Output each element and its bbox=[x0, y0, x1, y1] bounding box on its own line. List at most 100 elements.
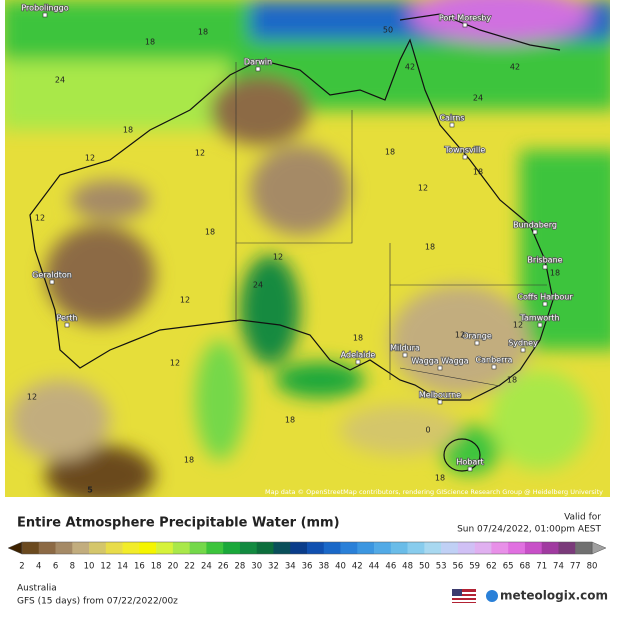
city-label: Mildura bbox=[390, 344, 420, 353]
colorbar-tick: 77 bbox=[570, 562, 581, 572]
colorbar-tick: 36 bbox=[302, 562, 313, 572]
colorbar-segment bbox=[89, 542, 107, 554]
colorbar-tick: 34 bbox=[285, 562, 296, 572]
colorbar-segment bbox=[508, 542, 526, 554]
colorbar-segment bbox=[105, 542, 123, 554]
region: Australia bbox=[17, 584, 57, 594]
contour-label: 18 bbox=[205, 228, 215, 237]
city-marker bbox=[64, 322, 70, 328]
colorbar-tick: 14 bbox=[117, 562, 128, 572]
attribution: Map data © OpenStreetMap contributors, r… bbox=[265, 488, 603, 496]
contour-label: 24 bbox=[473, 94, 483, 103]
colorbar-segment bbox=[172, 542, 190, 554]
contour-label: 42 bbox=[405, 63, 415, 72]
city-label: Darwin bbox=[244, 58, 272, 67]
city-marker bbox=[255, 66, 261, 72]
colorbar-segment bbox=[206, 542, 224, 554]
colorbar-segment bbox=[223, 542, 241, 554]
contour-label: 12 bbox=[273, 253, 283, 262]
colorbar-tick: 30 bbox=[251, 562, 262, 572]
colorbar-segment bbox=[55, 542, 73, 554]
colorbar-tick: 62 bbox=[486, 562, 497, 572]
city-marker bbox=[542, 264, 548, 270]
contour-label: 18 bbox=[184, 456, 194, 465]
city-label: Perth bbox=[57, 314, 78, 323]
contour-label: 18 bbox=[123, 126, 133, 135]
valid-time: Sun 07/24/2022, 01:00pm AEST bbox=[457, 525, 601, 535]
city-marker bbox=[462, 154, 468, 160]
contour-label: 12 bbox=[418, 184, 428, 193]
colorbar-tick: 2 bbox=[19, 562, 24, 572]
logo bbox=[486, 590, 498, 602]
colorbar-tick: 28 bbox=[235, 562, 246, 572]
colorbar-tick: 26 bbox=[218, 562, 229, 572]
city-label: Canberra bbox=[476, 356, 513, 365]
city-label: Probolinggo bbox=[21, 4, 68, 13]
colorbar-tick: 56 bbox=[452, 562, 463, 572]
valid-label: Valid for bbox=[564, 513, 601, 523]
contour-label: 5 bbox=[87, 486, 93, 495]
colorbar-tick: 74 bbox=[553, 562, 564, 572]
contour-label: 50 bbox=[383, 26, 393, 35]
colorbar-segment bbox=[441, 542, 459, 554]
contour-label: 12 bbox=[180, 296, 190, 305]
city-marker bbox=[532, 229, 538, 235]
colorbar-tick: 16 bbox=[134, 562, 145, 572]
colorbar-segment bbox=[390, 542, 408, 554]
colorbar-tick: 32 bbox=[268, 562, 279, 572]
colorbar-segment bbox=[38, 542, 56, 554]
colorbar-tick: 6 bbox=[53, 562, 58, 572]
city-label: Tamworth bbox=[519, 314, 559, 323]
colorbar-tick: 20 bbox=[167, 562, 178, 572]
colorbar-tick: 4 bbox=[36, 562, 41, 572]
flag bbox=[452, 589, 476, 603]
contour-label: 18 bbox=[385, 148, 395, 157]
contour-label: 18 bbox=[435, 474, 445, 483]
contour-label: 12 bbox=[513, 321, 523, 330]
city-label: Melbourne bbox=[419, 391, 461, 400]
colorbar-tick: 42 bbox=[352, 562, 363, 572]
map bbox=[5, 0, 610, 497]
contour-label: 12 bbox=[455, 331, 465, 340]
colorbar-segment bbox=[340, 542, 358, 554]
city-label: Bundaberg bbox=[513, 221, 557, 230]
colorbar-segment bbox=[558, 542, 576, 554]
city-label: Wagga Wagga bbox=[411, 357, 468, 366]
colorbar-tick: 12 bbox=[100, 562, 111, 572]
colorbar-segment bbox=[374, 542, 392, 554]
colorbar-segment bbox=[524, 542, 543, 554]
colorbar-segment bbox=[139, 542, 157, 554]
colorbar-tick: 24 bbox=[201, 562, 212, 572]
contour-label: 0 bbox=[425, 426, 430, 435]
colorbar-tick: 22 bbox=[184, 562, 195, 572]
contour-label: 12 bbox=[195, 149, 205, 158]
city-label: Adelaide bbox=[341, 351, 376, 360]
colorbar-tick: 18 bbox=[151, 562, 162, 572]
contour-label: 18 bbox=[425, 243, 435, 252]
colorbar-segment bbox=[239, 542, 258, 554]
colorbar-segment bbox=[407, 542, 425, 554]
contour-label: 18 bbox=[353, 334, 363, 343]
colorbar-tick: 38 bbox=[318, 562, 329, 572]
contour-label: 24 bbox=[55, 76, 65, 85]
city-marker bbox=[462, 22, 468, 28]
colorbar-tick: 8 bbox=[70, 562, 75, 572]
city-marker bbox=[449, 122, 455, 128]
colorbar-segment bbox=[541, 542, 559, 554]
colorbar-tick: 46 bbox=[385, 562, 396, 572]
colorbar-segment bbox=[72, 542, 90, 554]
contour-label: 18 bbox=[473, 168, 483, 177]
contour-label: 12 bbox=[27, 393, 37, 402]
contour-label: 42 bbox=[510, 63, 520, 72]
colorbar-tick: 44 bbox=[369, 562, 380, 572]
colorbar-segment bbox=[424, 542, 442, 554]
city-marker bbox=[467, 466, 473, 472]
city-label: Hobart bbox=[456, 458, 483, 467]
city-marker bbox=[542, 301, 548, 307]
colorbar-tick: 40 bbox=[335, 562, 346, 572]
city-label: Sydney bbox=[508, 339, 538, 348]
city-marker bbox=[491, 364, 497, 370]
colorbar-segment bbox=[273, 542, 291, 554]
city-marker bbox=[42, 12, 48, 18]
